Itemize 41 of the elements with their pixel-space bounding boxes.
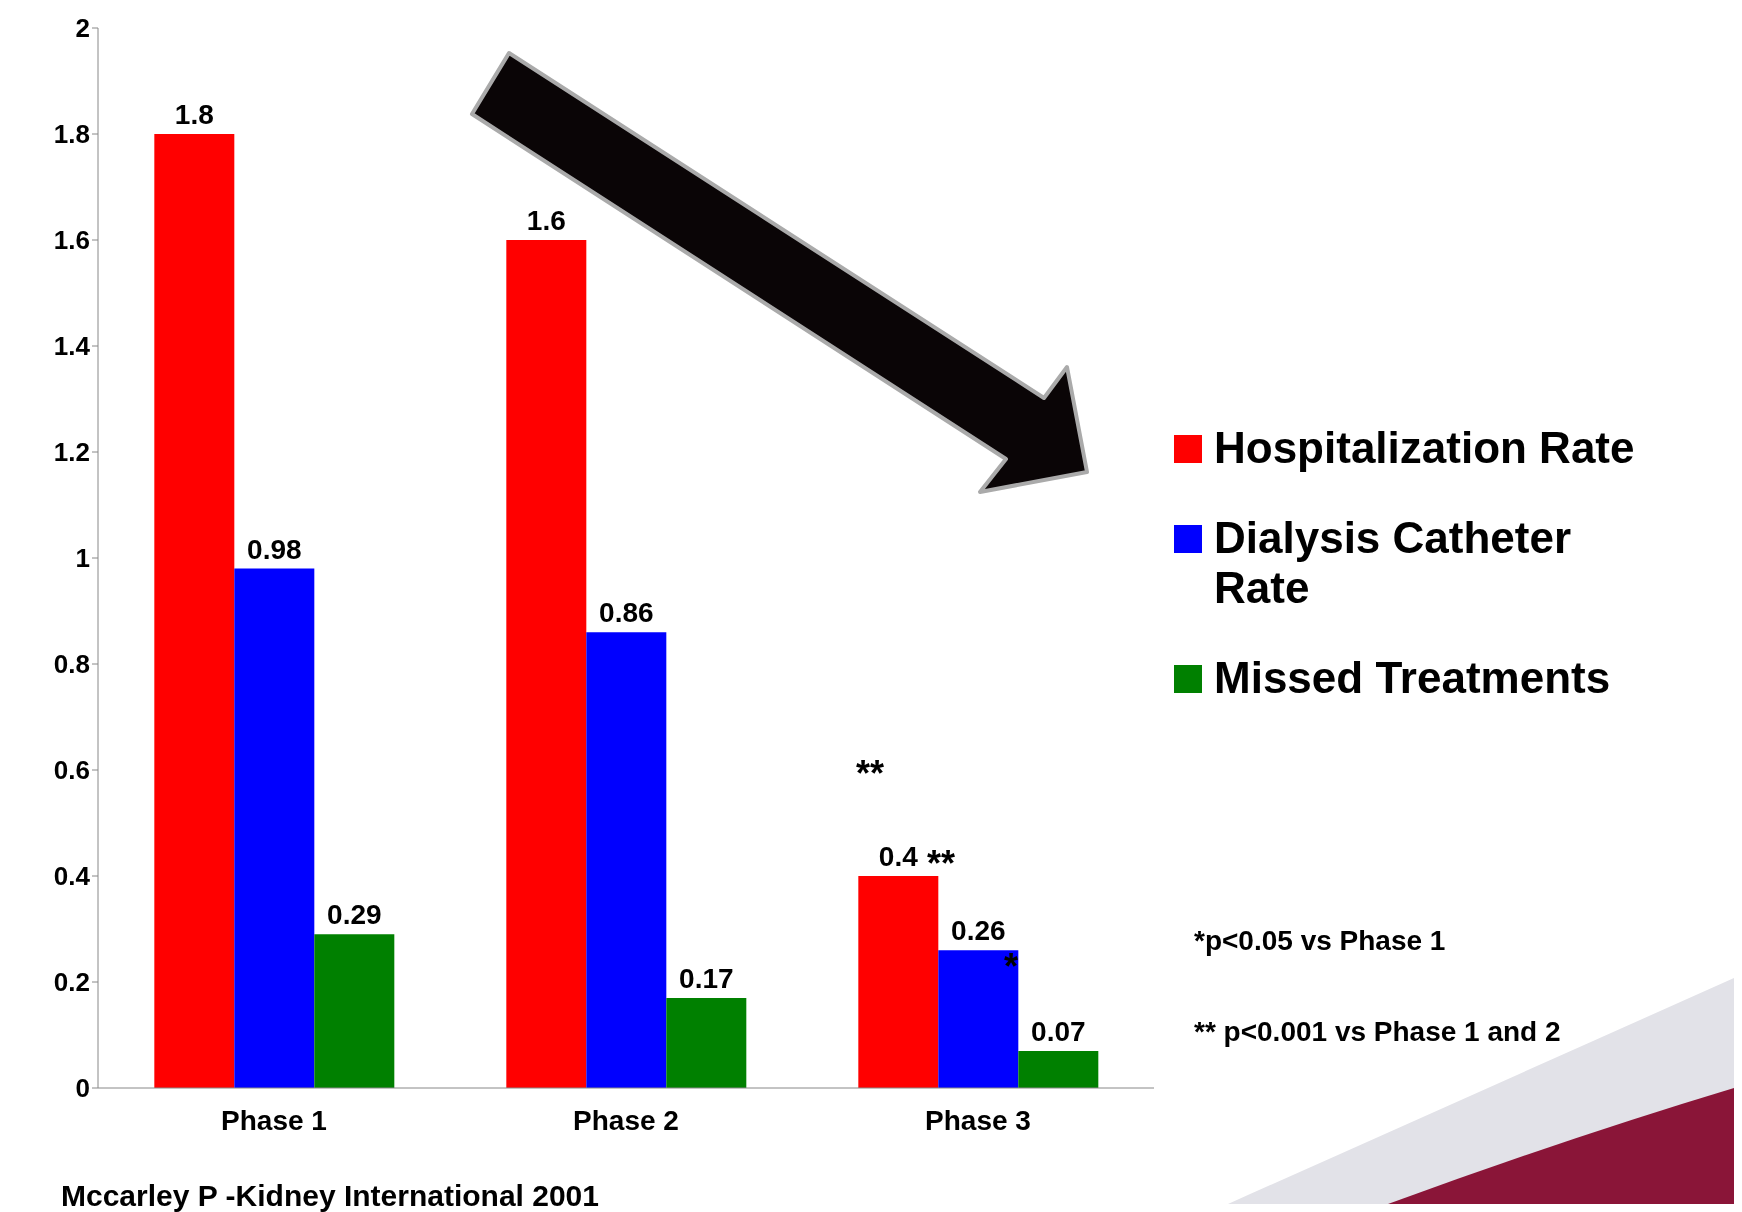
x-tick-label: Phase 2 <box>573 1104 679 1136</box>
y-tick-label: 1 <box>75 543 90 574</box>
data-label: 0.26 <box>951 915 1006 947</box>
data-label: 1.8 <box>174 99 214 130</box>
x-tick-label: Phase 1 <box>221 1104 327 1136</box>
data-label: 0.86 <box>599 597 654 629</box>
data-label: 0.17 <box>679 962 734 994</box>
bar <box>1018 1050 1099 1088</box>
y-tick-label: 0.8 <box>53 649 90 680</box>
y-tick-label: 1.6 <box>53 225 90 256</box>
bar <box>938 950 1019 1088</box>
data-label: 0.98 <box>247 533 302 565</box>
text: Mccarley P -Kidney International 2001 <box>61 1179 599 1212</box>
data-label: 0.29 <box>327 899 382 931</box>
bar <box>506 240 587 1088</box>
legend-label: Dialysis Catheter Rate <box>1214 513 1573 613</box>
y-tick-label: 1.4 <box>53 331 91 362</box>
bar <box>314 934 395 1088</box>
legend-label: Missed Treatments <box>1214 653 1611 703</box>
text: *p<0.05 vs Phase 1 <box>1194 925 1446 957</box>
bar <box>666 997 747 1088</box>
y-tick-label: 1.8 <box>53 119 90 150</box>
data-label: 0.07 <box>1031 1015 1086 1047</box>
y-tick-label: 0.6 <box>53 755 90 786</box>
data-label: 1.6 <box>526 205 566 236</box>
data-label: 0.4 <box>878 841 919 872</box>
y-tick-label: 1.2 <box>53 437 90 468</box>
bar <box>858 876 939 1088</box>
annotation: * <box>1003 946 1019 988</box>
y-tick-label: 0.2 <box>53 967 90 998</box>
bar <box>586 632 667 1088</box>
legend-label: Hospitalization Rate <box>1214 423 1635 473</box>
annotation: ** <box>855 753 885 795</box>
annotation: ** <box>926 843 956 885</box>
y-tick-label: 0.4 <box>53 861 91 892</box>
bar <box>234 568 315 1088</box>
x-tick-label: Phase 3 <box>925 1104 1031 1136</box>
y-tick-label: 0 <box>75 1073 90 1104</box>
text: ** p<0.001 vs Phase 1 and 2 <box>1194 1016 1561 1048</box>
bar <box>154 134 235 1088</box>
y-tick-label: 2 <box>75 13 90 44</box>
